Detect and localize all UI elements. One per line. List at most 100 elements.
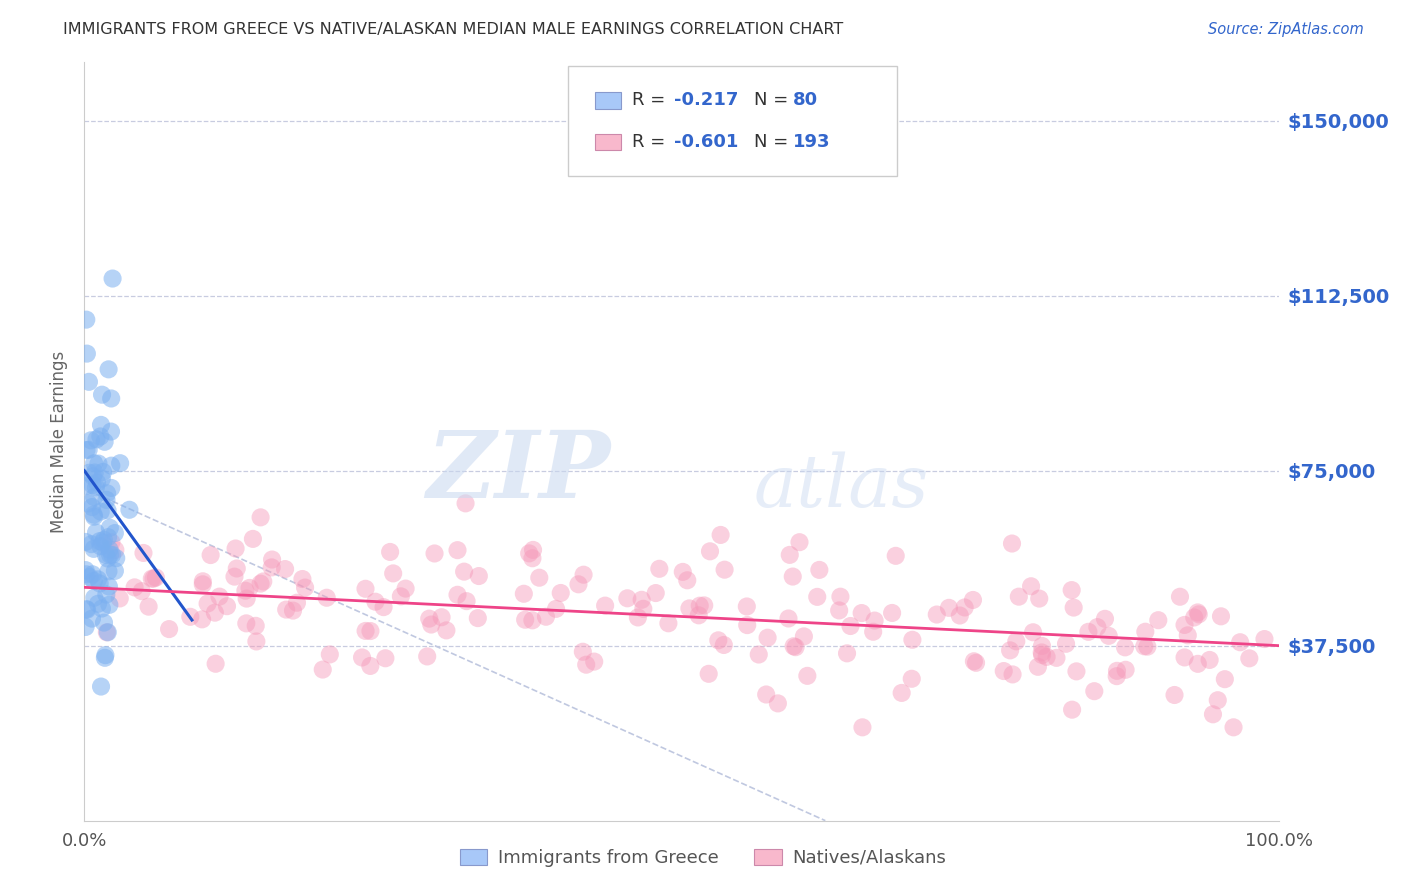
Point (1031, 645, 1053, 659)
Point (84, 480, 107, 494)
Point (1188, 607, 1211, 622)
Point (97, 565, 120, 579)
Point (1077, 624, 1099, 639)
Point (225, 541, 247, 556)
Point (529, 571, 551, 585)
Point (124, 580, 146, 594)
Point (648, 562, 671, 576)
Point (998, 643, 1021, 657)
Point (132, 546, 155, 560)
Point (710, 528, 733, 542)
Point (354, 624, 377, 638)
Point (82, 469, 104, 483)
Point (1114, 640, 1136, 655)
Point (76, 346, 98, 360)
Point (352, 650, 374, 665)
Point (315, 591, 337, 605)
Text: N =: N = (754, 91, 793, 110)
Point (1222, 720, 1244, 734)
Point (118, 503, 141, 517)
Point (378, 545, 401, 559)
Point (1045, 651, 1067, 665)
Text: N =: N = (754, 133, 793, 151)
Point (215, 599, 238, 614)
Point (75, 563, 97, 577)
Point (97, 530, 120, 544)
Point (1136, 640, 1159, 654)
Point (633, 602, 655, 616)
Point (89, 534, 111, 549)
Point (83, 574, 105, 588)
Point (851, 606, 873, 620)
Point (91, 535, 114, 549)
Point (1182, 610, 1205, 624)
Point (1001, 667, 1024, 681)
Point (567, 577, 589, 591)
Point (830, 590, 852, 604)
Point (1209, 609, 1232, 624)
Point (90, 539, 112, 553)
Point (1239, 651, 1261, 665)
Point (522, 542, 544, 557)
Point (359, 624, 381, 638)
Point (468, 569, 491, 583)
Point (782, 569, 804, 583)
Point (104, 542, 127, 557)
Point (1202, 707, 1225, 722)
Point (86, 433, 108, 447)
Point (418, 612, 440, 626)
Point (83, 456, 105, 470)
Point (90, 680, 112, 694)
Point (105, 551, 128, 566)
Point (89, 429, 111, 443)
Point (962, 593, 984, 607)
Point (104, 526, 127, 541)
Point (544, 602, 567, 616)
Point (862, 624, 884, 639)
Point (77, 375, 100, 389)
FancyBboxPatch shape (595, 134, 621, 151)
Point (90, 417, 112, 432)
Point (953, 600, 976, 615)
Point (101, 271, 124, 285)
Point (97, 362, 120, 376)
Point (880, 606, 903, 620)
Point (693, 599, 716, 613)
Point (77, 466, 100, 480)
Point (575, 657, 598, 672)
Point (93, 615, 115, 630)
Point (735, 599, 758, 614)
Text: IMMIGRANTS FROM GREECE VS NATIVE/ALASKAN MEDIAN MALE EARNINGS CORRELATION CHART: IMMIGRANTS FROM GREECE VS NATIVE/ALASKAN… (63, 22, 844, 37)
Point (627, 610, 650, 624)
Point (1206, 693, 1229, 707)
Point (138, 599, 160, 614)
Point (839, 619, 862, 633)
Text: 80: 80 (793, 91, 818, 110)
Point (1008, 590, 1031, 604)
Point (1177, 628, 1199, 642)
Point (83, 541, 105, 556)
Point (131, 584, 153, 599)
Point (96, 492, 118, 507)
Point (100, 392, 122, 406)
Point (191, 612, 214, 626)
Point (572, 567, 595, 582)
Point (467, 611, 489, 625)
Point (828, 603, 851, 617)
Point (97, 580, 120, 594)
Point (925, 607, 948, 622)
Point (938, 600, 960, 615)
Point (785, 640, 807, 655)
Point (197, 597, 219, 611)
Point (141, 572, 163, 586)
Point (1173, 618, 1195, 632)
Point (104, 564, 127, 578)
Point (91, 387, 114, 401)
Point (179, 609, 201, 624)
Text: -0.601: -0.601 (673, 133, 738, 151)
Point (456, 594, 478, 608)
Point (90, 505, 112, 519)
Point (1187, 657, 1209, 671)
Point (699, 544, 721, 558)
Point (676, 574, 699, 588)
